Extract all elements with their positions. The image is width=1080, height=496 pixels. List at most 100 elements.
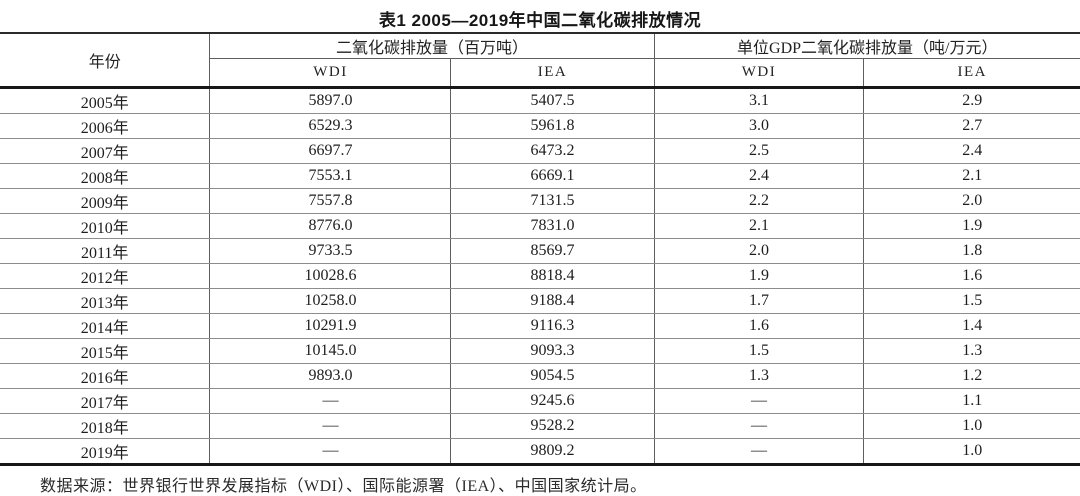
- table-row: 2008年 7553.1 6669.1 2.4 2.1: [0, 163, 1080, 189]
- emissions-iea-cell: 8569.7: [450, 238, 655, 264]
- emissions-wdi-cell: 10145.0: [209, 338, 451, 364]
- year-cell: 2015年: [0, 338, 210, 364]
- table-row: 2007年 6697.7 6473.2 2.5 2.4: [0, 138, 1080, 164]
- emissions-iea-cell: 9809.2: [450, 438, 655, 466]
- intensity-iea-cell: 1.9: [863, 213, 1080, 239]
- intensity-iea-cell: 2.7: [863, 113, 1080, 139]
- emissions-iea-cell: 6473.2: [450, 138, 655, 164]
- intensity-iea-cell: 2.1: [863, 163, 1080, 189]
- intensity-wdi-cell: 2.4: [653, 163, 864, 189]
- intensity-iea-cell: 1.8: [863, 238, 1080, 264]
- emissions-iea-cell: 7831.0: [450, 213, 655, 239]
- table-row: 2016年 9893.0 9054.5 1.3 1.2: [0, 363, 1080, 389]
- emissions-wdi-cell: 7557.8: [209, 188, 451, 214]
- page-title: 表1 2005—2019年中国二氧化碳排放情况: [378, 11, 702, 30]
- year-cell: 2012年: [0, 263, 210, 289]
- table-row: 2006年 6529.3 5961.8 3.0 2.7: [0, 113, 1080, 139]
- intensity-wdi-cell: —: [653, 438, 864, 466]
- column-header-intensity-wdi: WDI: [653, 58, 864, 89]
- table-row: 2009年 7557.8 7131.5 2.2 2.0: [0, 188, 1080, 214]
- year-cell: 2019年: [0, 438, 210, 466]
- emissions-wdi-cell: 5897.0: [209, 87, 451, 114]
- year-cell: 2017年: [0, 388, 210, 414]
- intensity-iea-cell: 1.4: [863, 313, 1080, 339]
- table-row: 2019年 —9809.2—1.0: [0, 438, 1080, 466]
- column-group-emissions: 二氧化碳排放量（百万吨）: [209, 33, 655, 59]
- emissions-wdi-cell: —: [209, 413, 451, 439]
- year-cell: 2014年: [0, 313, 210, 339]
- emissions-iea-cell: 6669.1: [450, 163, 655, 189]
- intensity-iea-cell: 1.6: [863, 263, 1080, 289]
- emissions-table: 年份 二氧化碳排放量（百万吨） 单位GDP二氧化碳排放量（吨/万元） WDI I…: [0, 32, 1080, 466]
- emissions-wdi-cell: 9733.5: [209, 238, 451, 264]
- emissions-iea-cell: 8818.4: [450, 263, 655, 289]
- year-cell: 2008年: [0, 163, 210, 189]
- emissions-wdi-cell: 9893.0: [209, 363, 451, 389]
- table-row: 2017年 —9245.6—1.1: [0, 388, 1080, 414]
- table-row: 2018年 —9528.2—1.0: [0, 413, 1080, 439]
- intensity-wdi-cell: 1.7: [653, 288, 864, 314]
- emissions-iea-cell: 7131.5: [450, 188, 655, 214]
- intensity-wdi-cell: —: [653, 413, 864, 439]
- table-row: 2013年 10258.0 9188.4 1.7 1.5: [0, 288, 1080, 314]
- year-cell: 2009年: [0, 188, 210, 214]
- emissions-iea-cell: 9116.3: [450, 313, 655, 339]
- intensity-wdi-cell: 1.6: [653, 313, 864, 339]
- emissions-iea-cell: 9188.4: [450, 288, 655, 314]
- table-row: 2015年 10145.0 9093.3 1.5 1.3: [0, 338, 1080, 364]
- intensity-wdi-cell: 3.0: [653, 113, 864, 139]
- table-row: 2014年 10291.9 9116.3 1.6 1.4: [0, 313, 1080, 339]
- emissions-iea-cell: 9054.5: [450, 363, 655, 389]
- year-cell: 2016年: [0, 363, 210, 389]
- intensity-wdi-cell: —: [653, 388, 864, 414]
- emissions-wdi-cell: 6697.7: [209, 138, 451, 164]
- table-row: 2012年 10028.6 8818.4 1.9 1.6: [0, 263, 1080, 289]
- table-header: 年份 二氧化碳排放量（百万吨） 单位GDP二氧化碳排放量（吨/万元） WDI I…: [0, 33, 1080, 89]
- emissions-wdi-cell: 10258.0: [209, 288, 451, 314]
- emissions-iea-cell: 9093.3: [450, 338, 655, 364]
- intensity-wdi-cell: 2.2: [653, 188, 864, 214]
- emissions-wdi-cell: —: [209, 388, 451, 414]
- year-cell: 2005年: [0, 87, 210, 114]
- intensity-iea-cell: 1.3: [863, 338, 1080, 364]
- column-header-intensity-iea: IEA: [863, 58, 1080, 89]
- emissions-wdi-cell: 10028.6: [209, 263, 451, 289]
- emissions-wdi-cell: —: [209, 438, 451, 466]
- intensity-iea-cell: 1.0: [863, 413, 1080, 439]
- intensity-iea-cell: 2.9: [863, 87, 1080, 114]
- intensity-wdi-cell: 3.1: [653, 87, 864, 114]
- intensity-wdi-cell: 2.1: [653, 213, 864, 239]
- emissions-wdi-cell: 10291.9: [209, 313, 451, 339]
- table-row: 2005年 5897.0 5407.5 3.1 2.9: [0, 87, 1080, 114]
- table-row: 2011年 9733.5 8569.7 2.0 1.8: [0, 238, 1080, 264]
- emissions-wdi-cell: 8776.0: [209, 213, 451, 239]
- emissions-iea-cell: 9528.2: [450, 413, 655, 439]
- emissions-wdi-cell: 7553.1: [209, 163, 451, 189]
- column-header-emissions-wdi: WDI: [209, 58, 451, 89]
- column-group-intensity: 单位GDP二氧化碳排放量（吨/万元）: [653, 33, 1080, 59]
- intensity-wdi-cell: 2.0: [653, 238, 864, 264]
- column-header-emissions-iea: IEA: [450, 58, 655, 89]
- emissions-iea-cell: 9245.6: [450, 388, 655, 414]
- year-cell: 2011年: [0, 238, 210, 264]
- year-cell: 2007年: [0, 138, 210, 164]
- data-source-note: 数据来源：世界银行世界发展指标（WDI）、国际能源署（IEA）、中国国家统计局。: [40, 478, 647, 495]
- intensity-wdi-cell: 1.5: [653, 338, 864, 364]
- emissions-wdi-cell: 6529.3: [209, 113, 451, 139]
- intensity-wdi-cell: 2.5: [653, 138, 864, 164]
- year-cell: 2013年: [0, 288, 210, 314]
- intensity-iea-cell: 1.2: [863, 363, 1080, 389]
- year-cell: 2010年: [0, 213, 210, 239]
- intensity-wdi-cell: 1.3: [653, 363, 864, 389]
- table-body: 2005年 5897.0 5407.5 3.1 2.9 2006年 6529.3 5961.8…: [0, 87, 1080, 466]
- intensity-wdi-cell: 1.9: [653, 263, 864, 289]
- intensity-iea-cell: 2.0: [863, 188, 1080, 214]
- table-row: 2010年 8776.0 7831.0 2.1 1.9: [0, 213, 1080, 239]
- column-header-year: 年份: [0, 33, 210, 89]
- emissions-iea-cell: 5407.5: [450, 87, 655, 114]
- intensity-iea-cell: 1.0: [863, 438, 1080, 466]
- year-cell: 2018年: [0, 413, 210, 439]
- intensity-iea-cell: 2.4: [863, 138, 1080, 164]
- header-row-groups: 年份 二氧化碳排放量（百万吨） 单位GDP二氧化碳排放量（吨/万元）: [0, 33, 1080, 89]
- emissions-iea-cell: 5961.8: [450, 113, 655, 139]
